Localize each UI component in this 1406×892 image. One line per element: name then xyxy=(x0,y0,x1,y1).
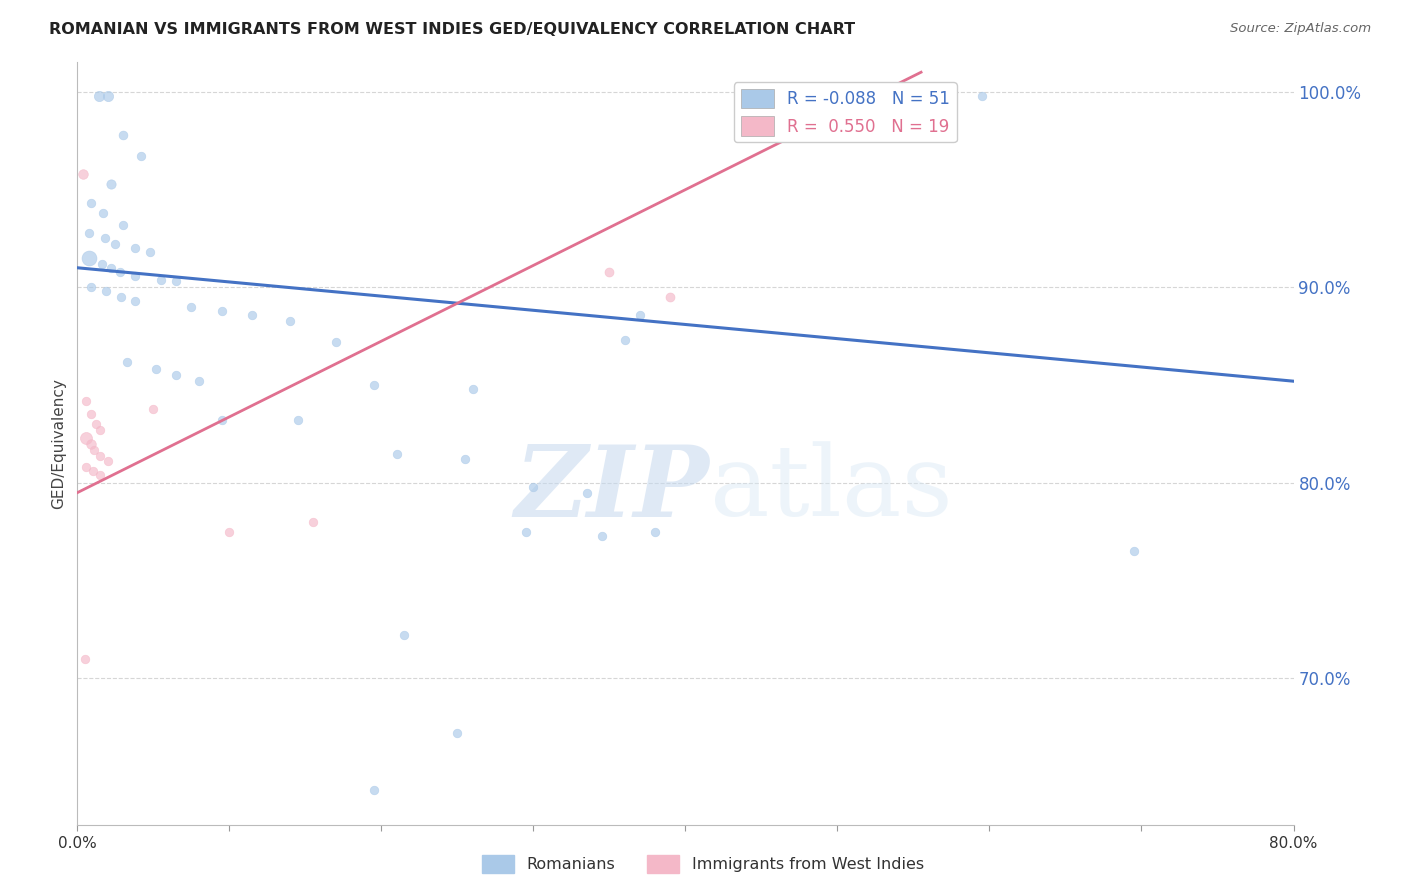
Text: ZIP: ZIP xyxy=(515,442,710,538)
Point xyxy=(218,524,240,539)
Point xyxy=(110,290,132,304)
Point xyxy=(461,382,484,396)
Legend: R = -0.088   N = 51, R =  0.550   N = 19: R = -0.088 N = 51, R = 0.550 N = 19 xyxy=(734,82,957,143)
Point xyxy=(598,265,620,279)
Point xyxy=(100,260,122,275)
Point xyxy=(211,303,233,318)
Point xyxy=(240,308,263,322)
Point xyxy=(73,652,96,666)
Point xyxy=(180,300,202,314)
Point xyxy=(80,196,103,211)
Point xyxy=(83,442,105,457)
Point xyxy=(145,362,167,376)
Point xyxy=(91,206,114,220)
Point xyxy=(644,524,666,539)
Point xyxy=(117,354,139,368)
Point xyxy=(89,449,111,463)
Point xyxy=(1122,544,1144,558)
Point xyxy=(454,452,477,467)
Point xyxy=(79,251,101,265)
Point xyxy=(211,413,233,427)
Point xyxy=(75,460,97,475)
Text: Source: ZipAtlas.com: Source: ZipAtlas.com xyxy=(1230,22,1371,36)
Point xyxy=(522,480,544,494)
Point xyxy=(72,167,94,181)
Point xyxy=(188,374,211,388)
Point xyxy=(165,275,187,289)
Point xyxy=(75,431,97,445)
Point xyxy=(165,368,187,383)
Point xyxy=(80,408,103,422)
Point xyxy=(278,313,301,327)
Point xyxy=(124,293,146,308)
Point xyxy=(80,437,103,451)
Point xyxy=(142,401,165,416)
Point xyxy=(97,88,120,103)
Point xyxy=(124,268,146,283)
Point xyxy=(89,423,111,437)
Point xyxy=(628,308,651,322)
Point xyxy=(93,231,115,245)
Point xyxy=(613,333,636,347)
Point xyxy=(149,272,172,286)
Point xyxy=(575,485,598,500)
Point xyxy=(591,529,613,543)
Point xyxy=(90,257,112,271)
Point xyxy=(97,454,120,468)
Point xyxy=(75,393,97,408)
Point xyxy=(87,88,110,103)
Point xyxy=(287,413,309,427)
Point xyxy=(363,783,385,797)
Text: atlas: atlas xyxy=(710,442,952,537)
Point xyxy=(108,265,131,279)
Point xyxy=(96,284,118,298)
Point xyxy=(104,237,127,252)
Point xyxy=(139,245,162,260)
Point xyxy=(124,241,146,255)
Point xyxy=(385,446,408,460)
Point xyxy=(129,149,152,163)
Point xyxy=(89,468,111,483)
Point xyxy=(100,177,122,191)
Point xyxy=(302,515,325,529)
Point xyxy=(80,280,103,294)
Legend: Romanians, Immigrants from West Indies: Romanians, Immigrants from West Indies xyxy=(475,848,931,880)
Y-axis label: GED/Equivalency: GED/Equivalency xyxy=(51,378,66,509)
Point xyxy=(325,335,347,350)
Point xyxy=(659,290,682,304)
Point xyxy=(446,726,468,740)
Point xyxy=(515,524,537,539)
Point xyxy=(82,464,104,478)
Point xyxy=(392,628,415,642)
Point xyxy=(111,218,134,232)
Point xyxy=(84,417,107,432)
Point xyxy=(79,226,101,240)
Point xyxy=(970,88,993,103)
Text: ROMANIAN VS IMMIGRANTS FROM WEST INDIES GED/EQUIVALENCY CORRELATION CHART: ROMANIAN VS IMMIGRANTS FROM WEST INDIES … xyxy=(49,22,855,37)
Point xyxy=(111,128,134,142)
Point xyxy=(363,378,385,392)
